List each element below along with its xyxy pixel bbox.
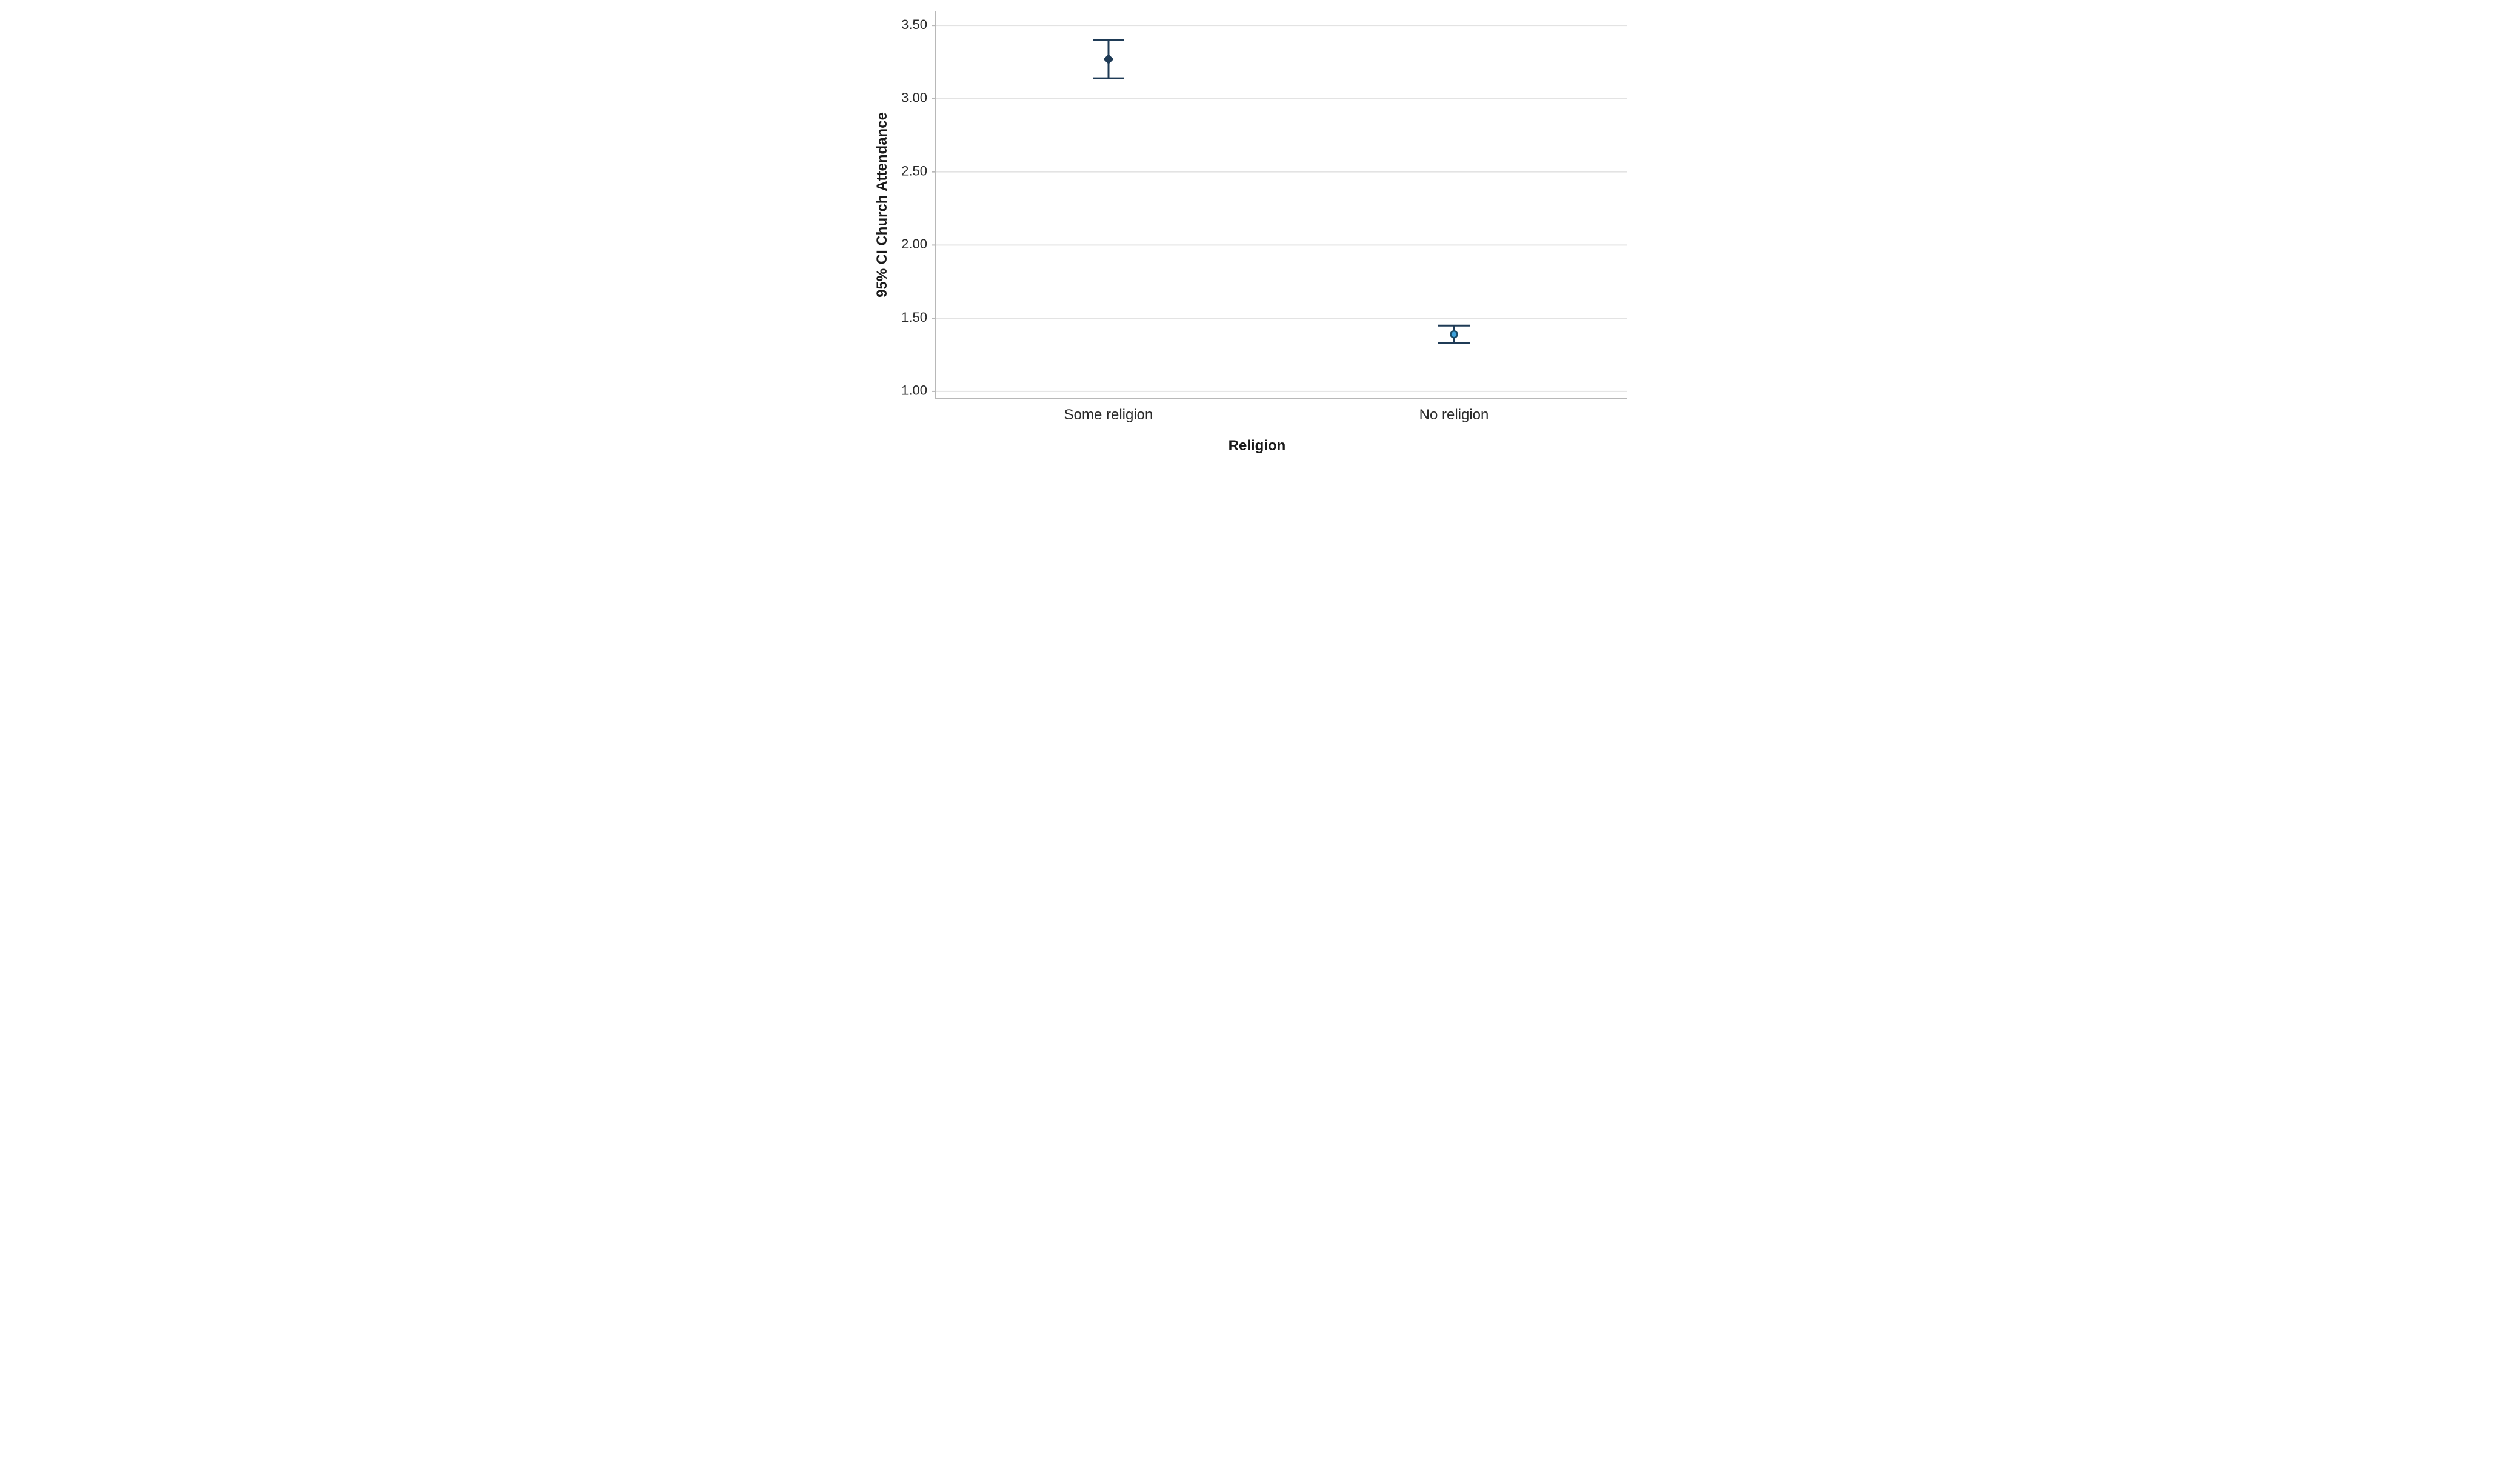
y-axis-title: 95% CI Church Attendance bbox=[874, 112, 891, 298]
y-tick-label: 3.00 bbox=[901, 90, 927, 105]
x-axis-title: Religion bbox=[1229, 438, 1286, 454]
y-tick-label: 3.50 bbox=[901, 17, 927, 32]
x-category-label: Some religion bbox=[1064, 407, 1153, 423]
y-tick-label: 2.00 bbox=[901, 236, 927, 251]
mean-marker-circle bbox=[1451, 331, 1458, 338]
y-tick-label: 1.00 bbox=[901, 383, 927, 398]
chart-svg: 1.00 1.50 2.00 2.50 3.00 3.50 Some religion No … bbox=[869, 0, 1645, 458]
y-tick-label: 1.50 bbox=[901, 310, 927, 325]
y-tick-label: 2.50 bbox=[901, 163, 927, 178]
ci-errorbar-chart: 1.00 1.50 2.00 2.50 3.00 3.50 Some religion No … bbox=[869, 0, 1645, 458]
x-category-label: No religion bbox=[1419, 407, 1489, 423]
